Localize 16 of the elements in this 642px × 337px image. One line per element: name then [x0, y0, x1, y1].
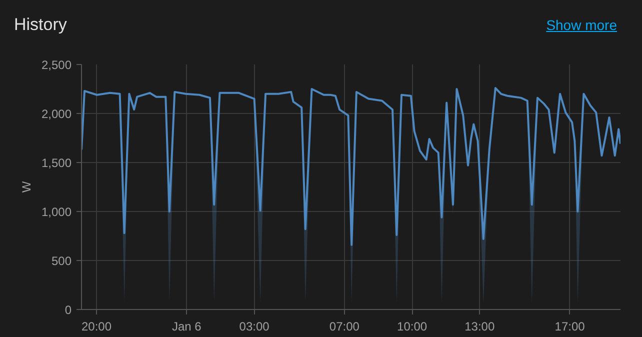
y-tick-label: 2,000	[41, 107, 72, 121]
y-tick-label: 500	[51, 254, 72, 268]
x-tick-label: 07:00	[329, 320, 360, 334]
x-tick-label: 20:00	[82, 320, 112, 334]
x-tick-label: 10:00	[397, 320, 428, 334]
text: Show more	[546, 16, 617, 35]
y-axis-title: W	[19, 180, 34, 193]
y-tick-label: 1,500	[41, 156, 72, 170]
chart-title: History	[14, 14, 67, 36]
y-tick-label: 2,500	[41, 58, 72, 72]
y-tick-label: 0	[64, 303, 72, 317]
x-tick-label: 17:00	[554, 320, 586, 334]
x-tick-label: 03:00	[239, 320, 270, 334]
x-tick-label: 13:00	[464, 320, 495, 334]
y-tick-label: 1,000	[41, 205, 72, 219]
x-tick-label: Jan 6	[172, 320, 202, 334]
